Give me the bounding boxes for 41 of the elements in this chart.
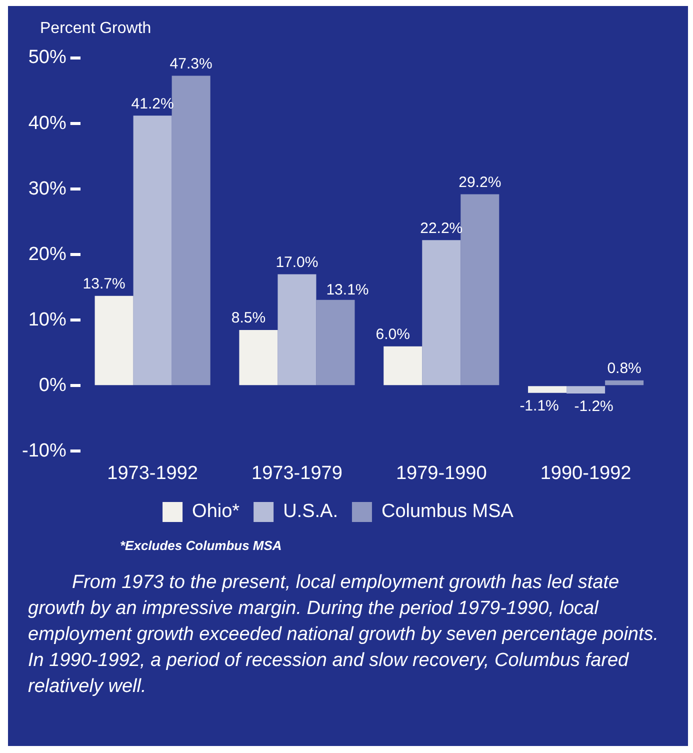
data-label: 13.7% bbox=[82, 276, 126, 293]
data-label: 6.0% bbox=[376, 326, 410, 343]
data-label: 41.2% bbox=[131, 95, 174, 112]
y-tick-label: 40% bbox=[28, 112, 66, 134]
legend-label: Ohio* bbox=[192, 501, 240, 522]
bar bbox=[566, 386, 606, 394]
legend-label: Columbus MSA bbox=[381, 501, 514, 522]
x-tick-label: 1973-1979 bbox=[252, 462, 342, 484]
y-tick-label: 0% bbox=[38, 374, 66, 396]
data-label: 29.2% bbox=[458, 174, 502, 191]
x-tick-label: 1990-1992 bbox=[540, 462, 632, 484]
y-tick-label: -10% bbox=[22, 440, 66, 462]
data-label: 22.2% bbox=[420, 220, 463, 237]
bar bbox=[133, 116, 172, 386]
data-label: 17.0% bbox=[276, 254, 318, 271]
bar bbox=[278, 274, 316, 386]
bar bbox=[460, 194, 500, 386]
data-label: 8.5% bbox=[231, 310, 266, 327]
data-label: 47.3% bbox=[170, 55, 212, 72]
legend-label: U.S.A. bbox=[283, 501, 338, 522]
bar bbox=[172, 76, 210, 386]
y-tick-label: 20% bbox=[28, 244, 66, 265]
data-label: 0.8% bbox=[607, 360, 642, 378]
data-label: -1.2% bbox=[574, 398, 614, 416]
bar bbox=[605, 380, 644, 386]
bar bbox=[528, 386, 567, 393]
text: From 1973 to the present, local employment growth has led state growth by an impressive margin. During the period 1979-1990, local employment growth exceeded national growth by seven percentage points. In 1990-1992, a period of recession and slow recovery, Columbus fared relatively well. bbox=[28, 571, 660, 699]
x-tick-label: 1973-1992 bbox=[107, 462, 198, 484]
x-tick-label: 1979-1990 bbox=[396, 462, 487, 484]
y-tick-label: 10% bbox=[28, 309, 66, 330]
bar bbox=[384, 346, 422, 386]
bar bbox=[422, 240, 461, 386]
data-label: 13.1% bbox=[326, 281, 369, 298]
data-label: -1.1% bbox=[520, 398, 559, 415]
y-tick-label: 30% bbox=[28, 178, 66, 200]
bar bbox=[316, 300, 355, 386]
y-axis-title: Percent Growth bbox=[40, 20, 152, 38]
y-tick-label: 50% bbox=[28, 47, 66, 68]
bar bbox=[94, 296, 134, 386]
text: *Excludes Columbus MSA bbox=[120, 538, 282, 553]
bar bbox=[239, 330, 278, 386]
